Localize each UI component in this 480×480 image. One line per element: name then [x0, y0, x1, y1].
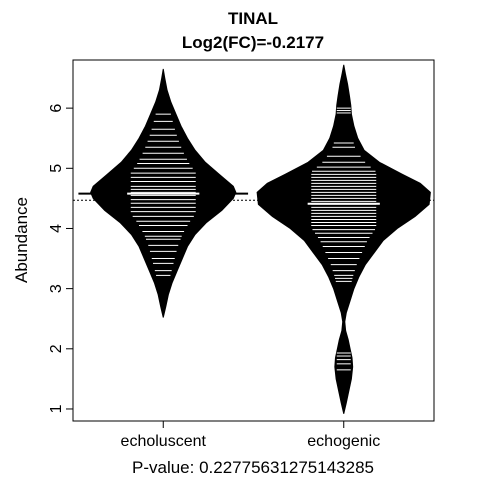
- x-axis-title: P-value: 0.22775631275143285: [132, 458, 374, 477]
- y-tick-label: 6: [48, 104, 65, 113]
- y-axis: 1 2 3 4 5 6: [48, 104, 73, 413]
- chart-title: TINAL: [228, 9, 278, 28]
- x-tick-label-echogenic: echogenic: [307, 433, 380, 450]
- beans-layer: [73, 64, 434, 414]
- chart-subtitle: Log2(FC)=-0.2177: [182, 33, 324, 52]
- x-axis: echoluscent echogenic: [121, 421, 380, 450]
- y-tick-label: 2: [48, 344, 65, 353]
- bean-echogenic: [256, 64, 431, 414]
- y-tick-label: 5: [48, 164, 65, 173]
- y-tick-label: 1: [48, 404, 65, 413]
- y-axis-title: Abundance: [12, 197, 31, 283]
- plot-frame: [72, 59, 435, 422]
- y-tick-label: 3: [48, 284, 65, 293]
- x-tick-label-echoluscent: echoluscent: [121, 433, 207, 450]
- y-tick-label: 4: [48, 224, 65, 233]
